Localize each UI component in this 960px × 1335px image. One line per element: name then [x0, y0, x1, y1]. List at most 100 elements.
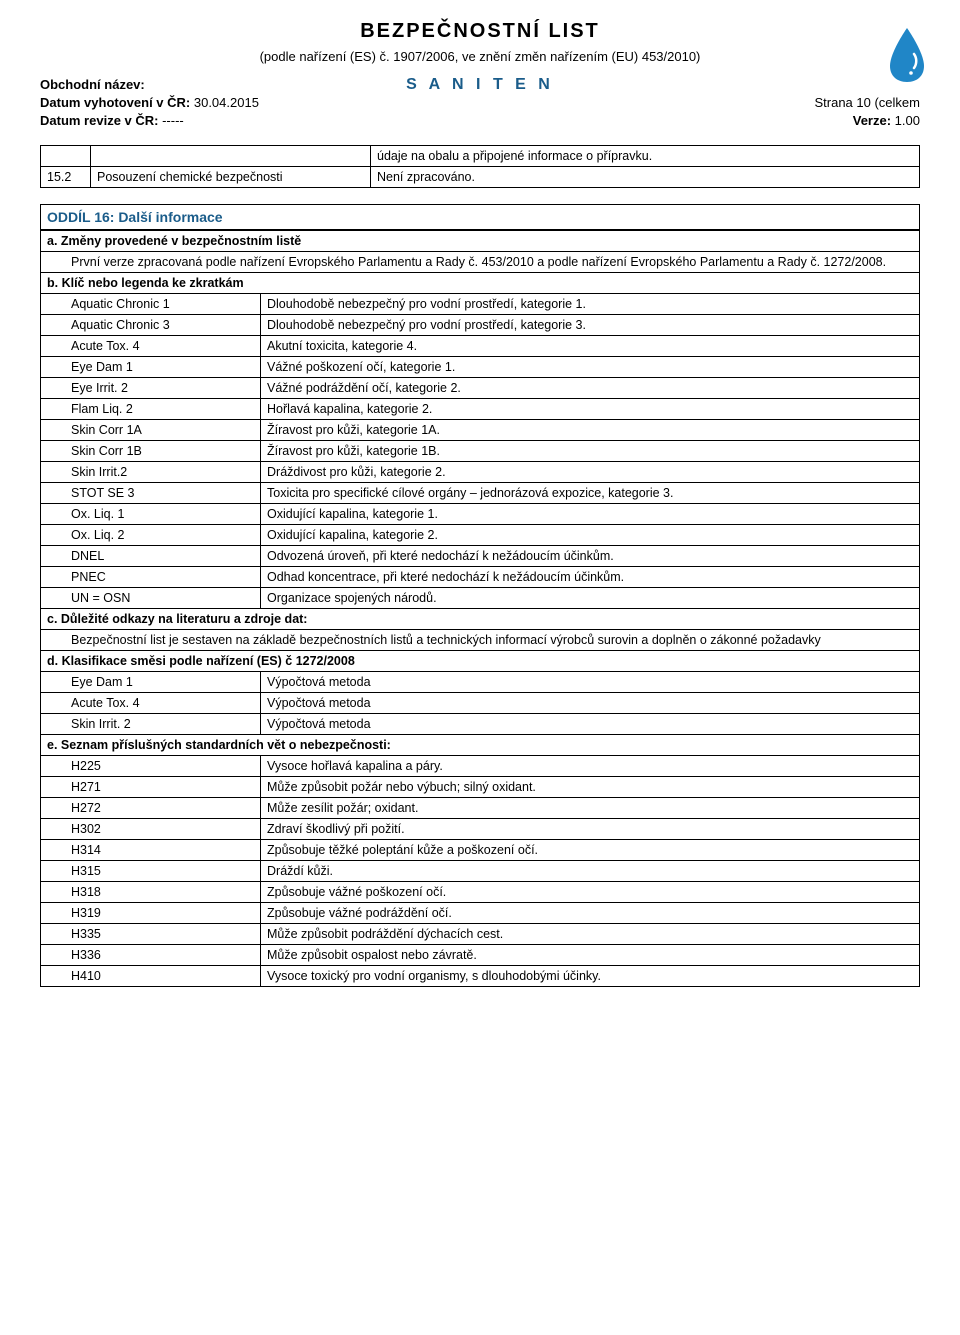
cell-desc: Dlouhodobě nebezpečný pro vodní prostřed… — [261, 314, 920, 335]
table-row: H336Může způsobit ospalost nebo závratě. — [41, 944, 920, 965]
table-row: Skin Irrit.2Dráždivost pro kůži, kategor… — [41, 461, 920, 482]
cell-desc: Dráždivost pro kůži, kategorie 2. — [261, 461, 920, 482]
product-name: S A N I T E N — [333, 76, 626, 94]
cell-code: H272 — [41, 797, 261, 818]
table-row: Acute Tox. 4Akutní toxicita, kategorie 4… — [41, 335, 920, 356]
cell-desc: Dlouhodobě nebezpečný pro vodní prostřed… — [261, 293, 920, 314]
cell-desc: Zdraví škodlivý při požití. — [261, 818, 920, 839]
cell-code: H335 — [41, 923, 261, 944]
cell-desc: Vysoce toxický pro vodní organismy, s dl… — [261, 965, 920, 986]
table-row: Ox. Liq. 2Oxidující kapalina, kategorie … — [41, 524, 920, 545]
cell-desc: Způsobuje vážné poškození očí. — [261, 881, 920, 902]
date-created-value: 30.04.2015 — [190, 95, 259, 110]
row-d-heading: d. Klasifikace směsi podle nařízení (ES)… — [41, 650, 920, 671]
table-row: H314Způsobuje těžké poleptání kůže a poš… — [41, 839, 920, 860]
cell-desc: Vážné poškození očí, kategorie 1. — [261, 356, 920, 377]
cell-desc: Oxidující kapalina, kategorie 2. — [261, 524, 920, 545]
section-16-heading: ODDÍL 16: Další informace — [40, 204, 920, 230]
table-row: Eye Dam 1Výpočtová metoda — [41, 671, 920, 692]
cell-desc: Organizace spojených národů. — [261, 587, 920, 608]
cell-code: Skin Irrit. 2 — [41, 713, 261, 734]
sub-c-heading: c. Důležité odkazy na literaturu a zdroj… — [41, 608, 920, 629]
table-row: H335Může způsobit podráždění dýchacích c… — [41, 923, 920, 944]
table-row: Eye Dam 1Vážné poškození očí, kategorie … — [41, 356, 920, 377]
cell-code: H315 — [41, 860, 261, 881]
table-row: STOT SE 3Toxicita pro specifické cílové … — [41, 482, 920, 503]
cell-code: H271 — [41, 776, 261, 797]
cell-num — [41, 145, 91, 166]
cell-code: H314 — [41, 839, 261, 860]
cell-right: údaje na obalu a připojené informace o p… — [371, 145, 920, 166]
cell-code: PNEC — [41, 566, 261, 587]
cell-desc: Odvozená úroveň, při které nedochází k n… — [261, 545, 920, 566]
cell-desc: Může zesílit požár; oxidant. — [261, 797, 920, 818]
cell-code: Skin Irrit.2 — [41, 461, 261, 482]
table-row: Aquatic Chronic 3Dlouhodobě nebezpečný p… — [41, 314, 920, 335]
cell-desc: Způsobuje těžké poleptání kůže a poškoze… — [261, 839, 920, 860]
cell-code: H410 — [41, 965, 261, 986]
page-number: Strana 10 (celkem — [627, 94, 920, 112]
table-row: H271Může způsobit požár nebo výbuch; sil… — [41, 776, 920, 797]
cell-code: Flam Liq. 2 — [41, 398, 261, 419]
cell-num: 15.2 — [41, 166, 91, 187]
cell-desc: Žíravost pro kůži, kategorie 1B. — [261, 440, 920, 461]
table-row: H319Způsobuje vážné podráždění očí. — [41, 902, 920, 923]
cell-code: H302 — [41, 818, 261, 839]
table-row: DNELOdvozená úroveň, při které nedochází… — [41, 545, 920, 566]
cell-code: H319 — [41, 902, 261, 923]
cell-code: DNEL — [41, 545, 261, 566]
cell-code: Ox. Liq. 1 — [41, 503, 261, 524]
row-a-heading: a. Změny provedené v bezpečnostním listě — [41, 230, 920, 251]
cell-code: Skin Corr 1A — [41, 419, 261, 440]
table-row: H272Může zesílit požár; oxidant. — [41, 797, 920, 818]
cell-desc: Může způsobit ospalost nebo závratě. — [261, 944, 920, 965]
cell-code: Eye Dam 1 — [41, 671, 261, 692]
doc-subtitle: (podle nařízení (ES) č. 1907/2006, ve zn… — [40, 49, 920, 64]
cell-desc: Hořlavá kapalina, kategorie 2. — [261, 398, 920, 419]
cell-code: Aquatic Chronic 1 — [41, 293, 261, 314]
cell-desc: Může způsobit podráždění dýchacích cest. — [261, 923, 920, 944]
table-row: Skin Corr 1AŽíravost pro kůži, kategorie… — [41, 419, 920, 440]
table-row: H302Zdraví škodlivý při požití. — [41, 818, 920, 839]
version-label: Verze: — [853, 113, 891, 128]
section-16-table: a. Změny provedené v bezpečnostním listě… — [40, 230, 920, 987]
cell-desc: Vysoce hořlavá kapalina a páry. — [261, 755, 920, 776]
row-a-text: První verze zpracovaná podle nařízení Ev… — [41, 251, 920, 272]
cell-desc: Odhad koncentrace, při které nedochází k… — [261, 566, 920, 587]
cell-desc: Výpočtová metoda — [261, 713, 920, 734]
table-row: Eye Irrit. 2Vážné podráždění očí, katego… — [41, 377, 920, 398]
cell-code: Skin Corr 1B — [41, 440, 261, 461]
doc-main-title: BEZPEČNOSTNÍ LIST — [40, 20, 920, 43]
cell-left — [91, 145, 371, 166]
table-row: H410Vysoce toxický pro vodní organismy, … — [41, 965, 920, 986]
header-right-block: Strana 10 (celkem Verze: 1.00 — [627, 76, 920, 131]
cell-code: Aquatic Chronic 3 — [41, 314, 261, 335]
cell-desc: Vážné podráždění očí, kategorie 2. — [261, 377, 920, 398]
cell-code: Ox. Liq. 2 — [41, 524, 261, 545]
cell-code: Eye Irrit. 2 — [41, 377, 261, 398]
date-revised-label: Datum revize v ČR: — [40, 113, 158, 128]
cell-code: UN = OSN — [41, 587, 261, 608]
sub-c-text: Bezpečnostní list je sestaven na základě… — [41, 629, 920, 650]
row-e-heading: e. Seznam příslušných standardních vět o… — [41, 734, 920, 755]
sub-b-heading: b. Klíč nebo legenda ke zkratkám — [41, 272, 920, 293]
cell-right: Není zpracováno. — [371, 166, 920, 187]
table-row: Flam Liq. 2Hořlavá kapalina, kategorie 2… — [41, 398, 920, 419]
row-c-heading: c. Důležité odkazy na literaturu a zdroj… — [41, 608, 920, 629]
cell-desc: Dráždí kůži. — [261, 860, 920, 881]
cell-desc: Oxidující kapalina, kategorie 1. — [261, 503, 920, 524]
cell-desc: Může způsobit požár nebo výbuch; silný o… — [261, 776, 920, 797]
cell-desc: Výpočtová metoda — [261, 692, 920, 713]
table-row: Ox. Liq. 1Oxidující kapalina, kategorie … — [41, 503, 920, 524]
trade-name-label: Obchodní název: — [40, 77, 145, 92]
cell-code: STOT SE 3 — [41, 482, 261, 503]
table-15-2: údaje na obalu a připojené informace o p… — [40, 145, 920, 188]
date-created-label: Datum vyhotovení v ČR: — [40, 95, 190, 110]
table-row: Skin Irrit. 2Výpočtová metoda — [41, 713, 920, 734]
cell-code: H336 — [41, 944, 261, 965]
header-meta-row: Obchodní název: Datum vyhotovení v ČR: 3… — [40, 76, 920, 131]
sub-a-text: První verze zpracovaná podle nařízení Ev… — [41, 251, 920, 272]
cell-code: H318 — [41, 881, 261, 902]
cell-code: H225 — [41, 755, 261, 776]
table-row: Skin Corr 1BŽíravost pro kůži, kategorie… — [41, 440, 920, 461]
